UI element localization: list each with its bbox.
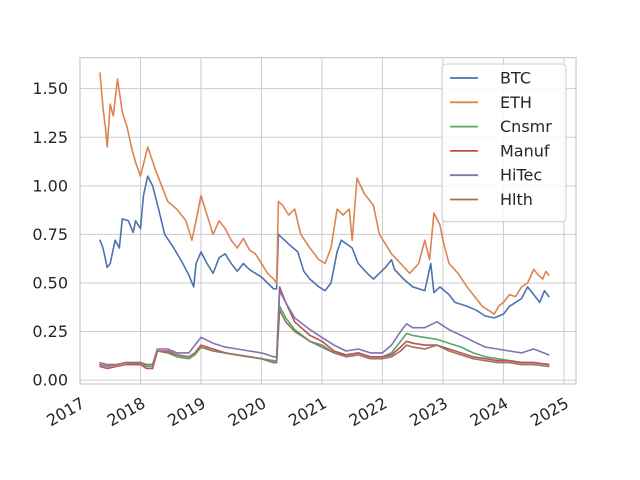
legend-label-hitec: HiTec <box>500 166 542 185</box>
y-tick-label: 0.50 <box>32 273 68 292</box>
y-tick-label: 0.75 <box>32 225 68 244</box>
series-line-eth <box>99 72 550 315</box>
x-tick-label: 2019 <box>164 393 209 430</box>
y-tick-label: 1.00 <box>32 176 68 195</box>
series-line-btc <box>99 175 550 319</box>
legend-label-btc: BTC <box>500 69 531 88</box>
legend-label-eth: ETH <box>500 93 532 112</box>
legend[interactable]: BTC ETH Cnsmr Manuf HiTec Hlth <box>441 63 567 223</box>
x-tick-label: 2021 <box>285 393 330 430</box>
x-tick-label: 2020 <box>225 393 270 430</box>
x-tick-label: 2025 <box>527 393 572 430</box>
legend-label-hlth: Hlth <box>500 190 533 209</box>
x-tick-label: 2017 <box>43 393 88 430</box>
x-tick-label: 2018 <box>104 393 149 430</box>
y-tick-label: 1.50 <box>32 79 68 98</box>
x-tick-label: 2024 <box>467 393 512 430</box>
y-tick-label: 1.25 <box>32 128 68 147</box>
y-tick-label: 0.25 <box>32 322 68 341</box>
legend-box <box>441 63 567 223</box>
x-tick-label: 2022 <box>346 393 391 430</box>
series-line-hlth <box>99 309 550 368</box>
x-axis-ticks: 2017 2018 2019 2020 2021 2022 2023 2024 2025 <box>43 393 572 430</box>
legend-label-manuf: Manuf <box>500 141 550 160</box>
y-tick-label: 0.00 <box>32 371 68 390</box>
y-axis-ticks: 0.00 0.25 0.50 0.75 1.00 1.25 1.50 <box>32 79 68 389</box>
series-lines <box>99 72 550 370</box>
x-tick-label: 2023 <box>406 393 451 430</box>
plot-frame <box>79 56 577 385</box>
legend-label-cnsmr: Cnsmr <box>500 117 552 136</box>
